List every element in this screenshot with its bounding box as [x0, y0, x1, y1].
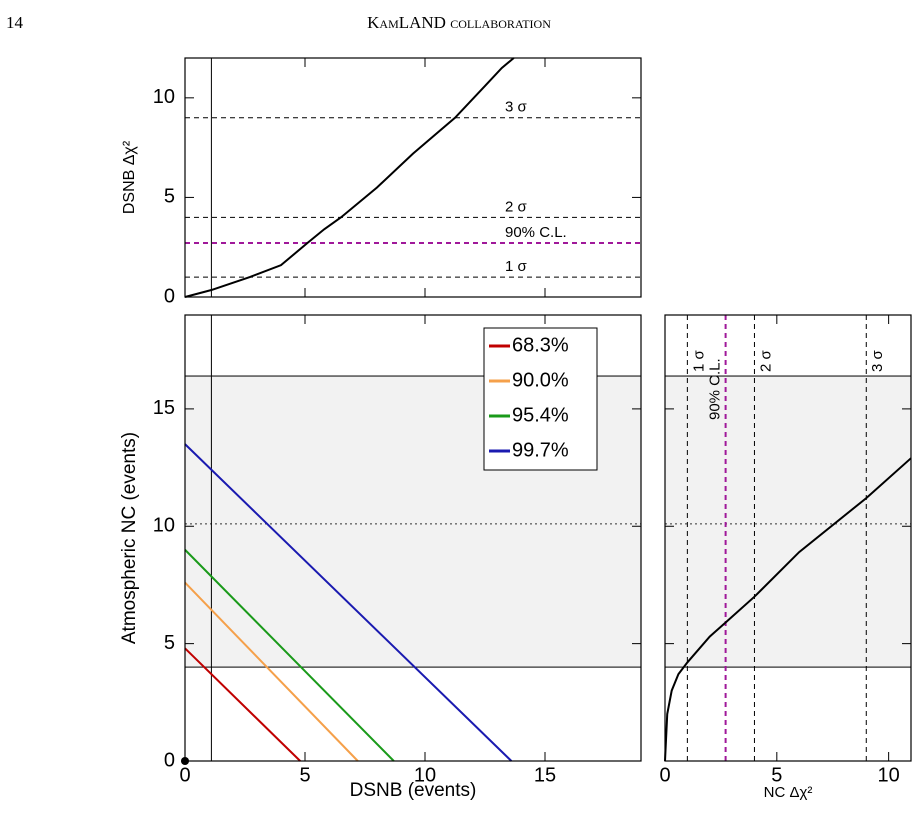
- series-line: [184, 647, 301, 762]
- y-tick-label: 5: [164, 632, 175, 654]
- panel: 1 σ 90% C.L. 2 σ 3 σ 0 5 10 DSNB Δχ²: [121, 57, 642, 307]
- y-tick-label: 0: [164, 285, 175, 307]
- series-line: [184, 443, 513, 762]
- legend-label: 95.4%: [512, 404, 569, 426]
- y-tick-label: 10: [153, 86, 175, 108]
- x-tick-label: 5: [771, 764, 782, 786]
- reference-label: 3 σ: [505, 99, 528, 116]
- y-tick-label: 5: [164, 186, 175, 208]
- series-line: [184, 549, 395, 762]
- x-tick-label: 15: [534, 764, 556, 786]
- legend-box: [483, 327, 598, 471]
- running-title: KamLAND collaboration: [367, 13, 551, 32]
- x-tick-label: 10: [878, 764, 900, 786]
- plot-frame: [664, 314, 912, 762]
- reference-label: 2 σ: [757, 349, 774, 372]
- y-axis-label: Atmospheric NC (events): [119, 432, 140, 644]
- x-axis-label: DSNB (events): [350, 780, 477, 801]
- x-tick-label: 5: [299, 764, 310, 786]
- y-tick-label: 15: [153, 397, 175, 419]
- x-tick-label: 0: [659, 764, 670, 786]
- reference-label: 3 σ: [869, 349, 886, 372]
- legend-label: 68.3%: [512, 334, 569, 356]
- band: [664, 375, 912, 668]
- legend-label: 90.0%: [512, 369, 569, 391]
- series-line: [184, 581, 359, 762]
- series-line: [664, 457, 912, 762]
- reference-label: 2 σ: [505, 198, 528, 215]
- reference-label: 90% C.L.: [707, 358, 724, 420]
- page-number: 14: [6, 13, 24, 32]
- legend-label: 99.7%: [512, 439, 569, 461]
- y-tick-label: 10: [153, 515, 175, 537]
- panel: 0 5 10 15 0 5 10 15 DSNB (events) Atmospheric NC …: [119, 314, 642, 801]
- plot-frame: [184, 57, 642, 298]
- x-tick-label: 0: [179, 764, 190, 786]
- y-tick-label: 0: [164, 749, 175, 771]
- series-line: [184, 57, 515, 298]
- x-tick-label: 10: [414, 764, 436, 786]
- origin-dot: [181, 757, 189, 765]
- x-axis-label: NC Δχ²: [764, 784, 813, 801]
- y-axis-label: DSNB Δχ²: [121, 140, 138, 214]
- reference-label: 1 σ: [505, 258, 528, 275]
- reference-label: 1 σ: [690, 349, 707, 372]
- plot-frame: [184, 314, 642, 762]
- panel: 1 σ 90% C.L. 2 σ 3 σ 0 5 10 NC Δχ²: [659, 314, 912, 801]
- reference-label: 90% C.L.: [505, 224, 567, 241]
